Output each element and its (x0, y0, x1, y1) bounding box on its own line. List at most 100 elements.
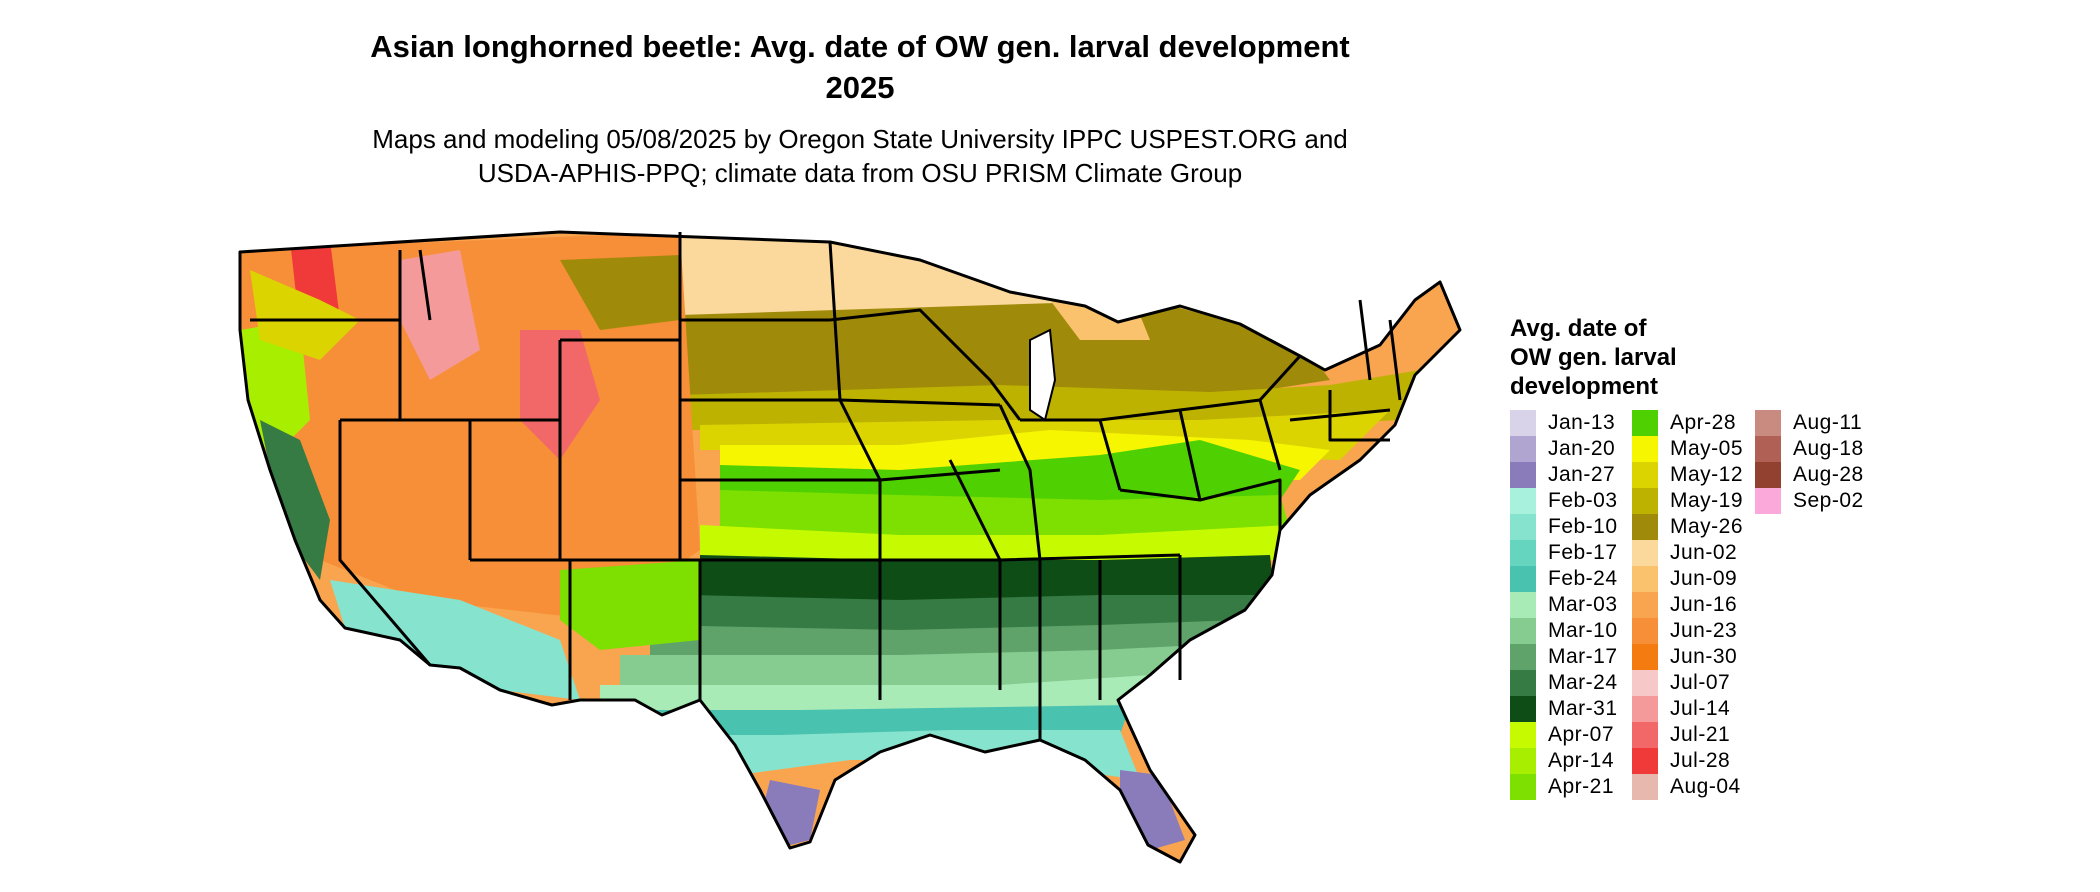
legend-label: Mar-31 (1548, 697, 1618, 720)
legend-label: Feb-17 (1548, 541, 1618, 564)
legend-swatch (1632, 644, 1658, 670)
legend-swatch (1510, 436, 1536, 462)
legend-label: Feb-03 (1548, 489, 1618, 512)
legend-swatch (1510, 644, 1536, 670)
legend-label: Aug-11 (1793, 411, 1863, 434)
legend-label: Jul-07 (1670, 671, 1731, 694)
map-title-line-1: Asian longhorned beetle: Avg. date of OW… (370, 29, 1350, 64)
legend-label: Jan-27 (1548, 463, 1616, 486)
band-southwest-teal (330, 580, 580, 700)
legend-swatch (1510, 488, 1536, 514)
band-west-pink (400, 250, 480, 380)
map-subtitle-line-2: USDA-APHIS-PPQ; climate data from OSU PR… (477, 158, 1243, 188)
legend-label: Aug-04 (1670, 775, 1741, 798)
us-outline (238, 230, 1462, 864)
band-mar10 (620, 645, 1200, 690)
legend-swatch (1632, 540, 1658, 566)
legend-title: Avg. date of OW gen. larval development (1510, 314, 1677, 401)
legend-label: Jan-20 (1548, 437, 1616, 460)
lake-michigan (1029, 328, 1057, 422)
legend-label: Aug-28 (1793, 463, 1864, 486)
band-apr21 (720, 490, 1290, 540)
legend-swatch (1632, 592, 1658, 618)
legend-label: Jun-02 (1670, 541, 1738, 564)
legend-title-line-1: Avg. date of (1510, 315, 1647, 342)
legend-label: Sep-02 (1793, 489, 1864, 512)
legend-label: May-12 (1670, 463, 1744, 486)
legend-swatch (1632, 696, 1658, 722)
legend-label: Jun-23 (1670, 619, 1738, 642)
legend-label: May-05 (1670, 437, 1744, 460)
legend-swatch (1755, 436, 1781, 462)
legend-swatch (1632, 410, 1658, 436)
legend-swatch (1510, 722, 1536, 748)
legend-title-line-2: OW gen. larval (1510, 344, 1677, 371)
legend-label: Mar-17 (1548, 645, 1618, 668)
legend-label: Feb-10 (1548, 515, 1618, 538)
legend-swatch (1632, 488, 1658, 514)
legend-label: Apr-07 (1548, 723, 1615, 746)
legend-swatch (1632, 748, 1658, 774)
legend-swatch (1510, 774, 1536, 800)
lake-michigan-shape (1029, 328, 1057, 422)
legend-swatch (1510, 670, 1536, 696)
legend-label: Jan-13 (1548, 411, 1616, 434)
state-lines-plains (678, 232, 882, 700)
band-jan27-florida (1120, 770, 1185, 850)
legend-swatch (1632, 514, 1658, 540)
legend-swatch (1510, 514, 1536, 540)
legend-swatch (1632, 722, 1658, 748)
legend-swatch (1510, 592, 1536, 618)
legend-swatch (1632, 436, 1658, 462)
band-apr28 (720, 440, 1300, 505)
legend-label: Jun-09 (1670, 567, 1738, 590)
legend-swatch (1510, 618, 1536, 644)
legend-label: May-26 (1670, 515, 1744, 538)
map-subtitle-line-1: Maps and modeling 05/08/2025 by Oregon S… (372, 124, 1348, 154)
band-may26-midwest (680, 300, 1330, 405)
legend-swatch (1510, 540, 1536, 566)
legend-label: Jun-16 (1670, 593, 1738, 616)
legend-swatch (1632, 774, 1658, 800)
legend-label: Mar-24 (1548, 671, 1618, 694)
map-title-line-2: 2025 (825, 70, 895, 105)
band-mar17 (650, 620, 1240, 660)
legend-label: Jun-30 (1670, 645, 1738, 668)
legend-swatch (1632, 670, 1658, 696)
legend-label: Aug-18 (1793, 437, 1864, 460)
legend-swatch (1632, 618, 1658, 644)
legend-label: Apr-14 (1548, 749, 1615, 772)
band-mar03 (600, 675, 1150, 715)
legend-swatch (1510, 462, 1536, 488)
legend-swatch (1755, 410, 1781, 436)
legend-label: May-19 (1670, 489, 1744, 512)
legend-title-line-3: development (1510, 373, 1659, 400)
legend-label: Feb-24 (1548, 567, 1618, 590)
band-california-green (260, 420, 330, 580)
state-lines-east (1099, 299, 1402, 530)
legend-swatch (1755, 462, 1781, 488)
band-west-yellowgreen (240, 320, 310, 460)
legend-label: Jul-21 (1670, 723, 1731, 746)
legend-swatch (1755, 488, 1781, 514)
legend-label: Apr-28 (1670, 411, 1737, 434)
legend-swatch (1632, 566, 1658, 592)
band-jun02 (680, 232, 1200, 320)
state-boundaries (238, 230, 1462, 864)
legend-label: Apr-21 (1548, 775, 1615, 798)
map-title: Asian longhorned beetle: Avg. date of OW… (0, 26, 1720, 108)
band-montana-olive (560, 255, 680, 330)
legend-swatch (1510, 566, 1536, 592)
map-subtitle: Maps and modeling 05/08/2025 by Oregon S… (0, 122, 1720, 190)
legend-swatch (1632, 462, 1658, 488)
legend-swatch (1510, 696, 1536, 722)
legend-label: Mar-10 (1548, 619, 1618, 642)
legend-label: Jul-14 (1670, 697, 1731, 720)
band-mar31 (700, 555, 1275, 605)
legend-label: Mar-03 (1548, 593, 1618, 616)
band-jan27-texas (765, 780, 820, 845)
legend-swatch (1510, 748, 1536, 774)
band-nw-yellow (250, 270, 360, 360)
band-southwest-green (560, 560, 700, 650)
